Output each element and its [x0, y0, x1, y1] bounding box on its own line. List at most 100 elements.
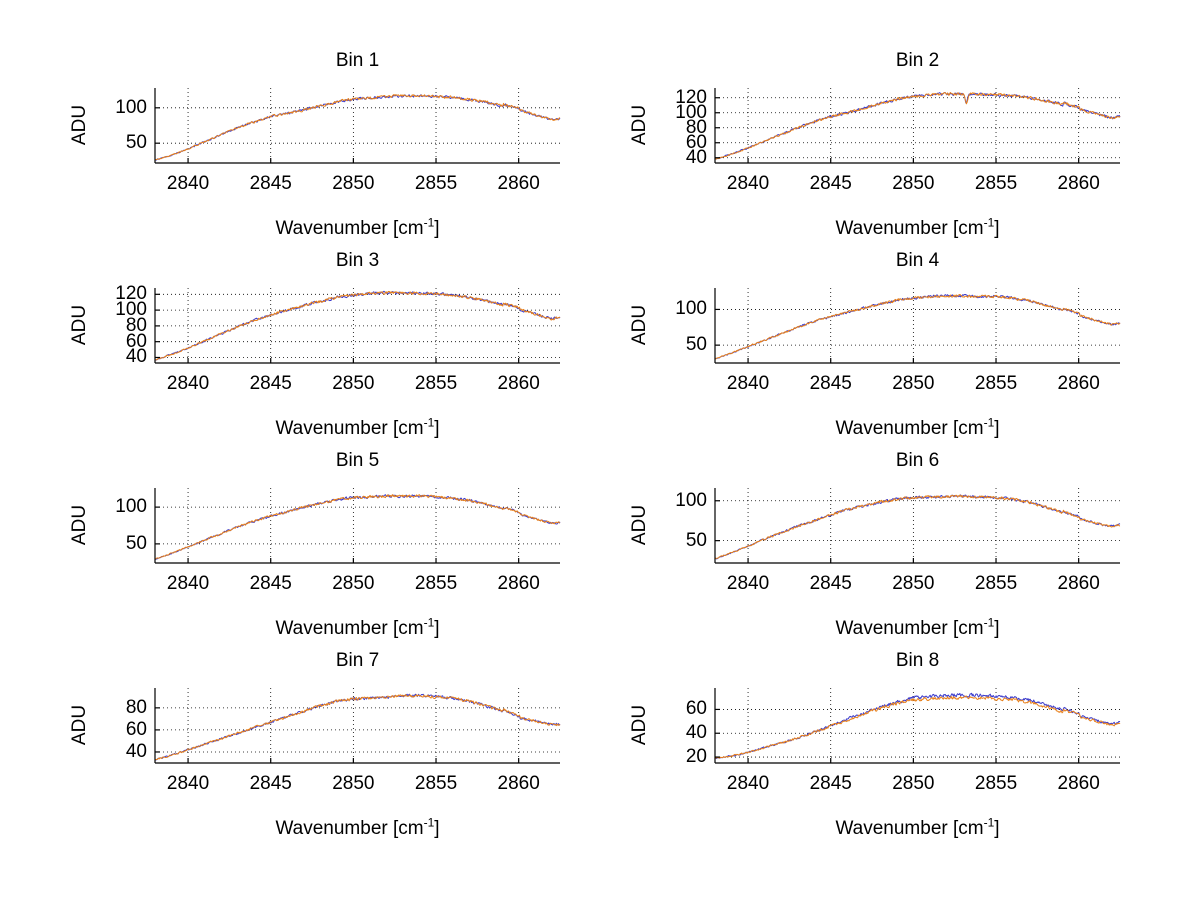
x-tick-label: 2845 [809, 773, 852, 794]
data-series-spectrum-orange [154, 290, 561, 361]
x-axis-label-suffix-5: ] [434, 618, 440, 639]
y-tick-label: 50 [685, 529, 707, 551]
y-tick-label: 40 [685, 146, 707, 168]
y-tick-label: 100 [115, 299, 147, 321]
x-axis-label-text-8: Wavenumber [cm [835, 818, 984, 839]
x-axis-label-text-6: Wavenumber [cm [835, 618, 984, 639]
y-axis-label-1: ADU [69, 104, 90, 145]
x-tick-label: 2845 [249, 773, 292, 794]
x-axis-label-exponent-3: -1 [423, 415, 435, 430]
x-tick-label: 2860 [1057, 573, 1100, 594]
x-tick-label: 2860 [497, 573, 540, 594]
x-tick-label: 2840 [726, 773, 770, 794]
panel-title-1: Bin 1 [335, 50, 380, 71]
data-series-spectrum-orange [714, 695, 1121, 759]
data-series-spectrum-blue [154, 290, 561, 361]
x-tick-label: 2840 [166, 573, 210, 594]
y-tick-label: 50 [125, 532, 147, 554]
x-tick-label: 2860 [1057, 373, 1100, 394]
x-axis-label-1: Wavenumber [cm-1] [155, 215, 560, 240]
panel-title-6: Bin 6 [895, 450, 940, 471]
x-tick-label: 2850 [332, 573, 375, 594]
x-axis-label-exponent-7: -1 [423, 815, 435, 830]
x-tick-label: 2845 [809, 573, 852, 594]
x-axis-label-text-2: Wavenumber [cm [835, 218, 984, 239]
x-tick-label: 2840 [726, 373, 770, 394]
data-series-spectrum-blue [714, 494, 1121, 560]
x-tick-label: 2850 [332, 173, 375, 194]
plot-area-2 [714, 88, 1121, 164]
x-axis-label-2: Wavenumber [cm-1] [715, 215, 1120, 240]
data-series-spectrum-blue [154, 94, 561, 161]
y-tick-label: 50 [685, 334, 707, 356]
x-tick-label: 2855 [974, 573, 1018, 594]
panel-title-8: Bin 8 [895, 650, 940, 671]
y-tick-label: 80 [685, 116, 707, 138]
y-tick-label: 80 [125, 314, 147, 336]
data-series-spectrum-blue [154, 494, 561, 560]
x-tick-label: 2855 [414, 173, 458, 194]
x-tick-label: 2855 [414, 573, 458, 594]
x-axis-label-suffix-3: ] [434, 418, 440, 439]
x-axis-label-7: Wavenumber [cm-1] [155, 815, 560, 840]
y-tick-label: 120 [115, 283, 147, 305]
data-series-spectrum-blue [154, 693, 561, 761]
y-tick-label: 100 [675, 298, 707, 320]
x-axis-label-exponent-1: -1 [423, 215, 435, 230]
x-axis-label-exponent-2: -1 [983, 215, 995, 230]
data-series-spectrum-orange [714, 494, 1121, 560]
plot-area-6 [714, 488, 1121, 564]
x-tick-label: 2860 [1057, 773, 1100, 794]
x-axis-label-suffix-4: ] [994, 418, 1000, 439]
x-tick-label: 2845 [809, 373, 852, 394]
x-tick-label: 2860 [497, 373, 540, 394]
x-axis-label-text-7: Wavenumber [cm [275, 818, 424, 839]
x-axis-label-exponent-6: -1 [983, 615, 995, 630]
x-tick-label: 2860 [497, 173, 540, 194]
x-tick-label: 2845 [249, 373, 292, 394]
y-axis-label-2: ADU [629, 104, 650, 145]
data-series-spectrum-blue [714, 92, 1121, 160]
panel-title-7: Bin 7 [335, 650, 380, 671]
x-tick-label: 2840 [166, 773, 210, 794]
y-tick-label: 100 [115, 496, 147, 518]
y-tick-label: 120 [675, 86, 707, 108]
y-tick-label: 40 [685, 722, 707, 744]
x-axis-label-text-1: Wavenumber [cm [275, 218, 424, 239]
x-tick-label: 2850 [892, 573, 935, 594]
plot-area-7 [154, 688, 561, 764]
x-tick-label: 2845 [249, 173, 292, 194]
plot-area-8 [714, 688, 1121, 764]
y-axis-label-3: ADU [69, 304, 90, 345]
x-axis-label-8: Wavenumber [cm-1] [715, 817, 1120, 840]
x-tick-label: 2855 [974, 373, 1018, 394]
x-axis-label-5: Wavenumber [cm-1] [155, 617, 560, 640]
data-series-spectrum-blue [714, 692, 1121, 759]
x-tick-label: 2850 [332, 373, 375, 394]
y-tick-label: 100 [675, 489, 707, 511]
x-axis-label-suffix-6: ] [994, 618, 1000, 639]
x-tick-label: 2860 [1057, 173, 1100, 194]
panel-title-4: Bin 4 [895, 250, 940, 271]
data-series-spectrum-orange [714, 91, 1121, 160]
x-axis-label-suffix-2: ] [994, 218, 1000, 239]
y-tick-label: 60 [125, 718, 147, 740]
x-axis-label-3: Wavenumber [cm-1] [155, 415, 560, 440]
x-axis-label-text-4: Wavenumber [cm [835, 418, 984, 439]
plot-area-4 [714, 288, 1121, 364]
x-tick-label: 2855 [414, 373, 458, 394]
x-tick-label: 2855 [974, 173, 1018, 194]
x-tick-label: 2840 [166, 373, 210, 394]
x-axis-label-text-5: Wavenumber [cm [275, 618, 424, 639]
y-tick-label: 60 [685, 698, 707, 720]
x-tick-label: 2855 [414, 773, 458, 794]
y-tick-label: 40 [125, 740, 147, 762]
y-tick-label: 40 [125, 346, 147, 368]
